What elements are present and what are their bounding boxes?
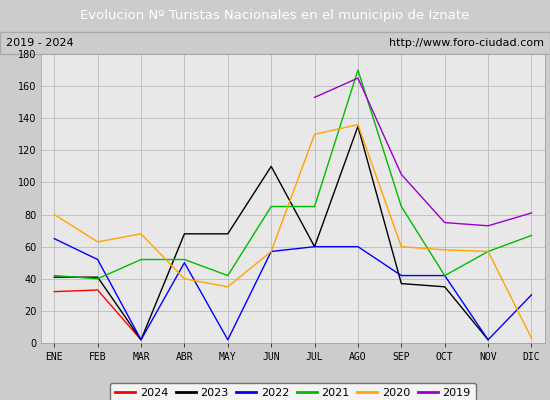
Text: http://www.foro-ciudad.com: http://www.foro-ciudad.com [389, 38, 544, 48]
Legend: 2024, 2023, 2022, 2021, 2020, 2019: 2024, 2023, 2022, 2021, 2020, 2019 [109, 383, 476, 400]
Text: Evolucion Nº Turistas Nacionales en el municipio de Iznate: Evolucion Nº Turistas Nacionales en el m… [80, 10, 470, 22]
Text: 2019 - 2024: 2019 - 2024 [6, 38, 73, 48]
